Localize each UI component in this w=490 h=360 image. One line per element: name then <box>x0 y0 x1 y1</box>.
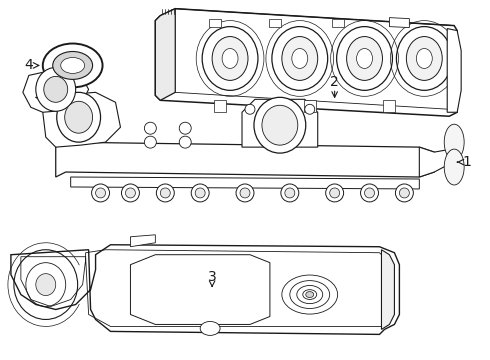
Ellipse shape <box>212 37 248 80</box>
Ellipse shape <box>145 136 156 148</box>
Ellipse shape <box>305 104 315 114</box>
Ellipse shape <box>396 27 452 90</box>
Polygon shape <box>419 137 461 177</box>
Ellipse shape <box>399 188 409 198</box>
Text: 3: 3 <box>208 270 217 284</box>
Ellipse shape <box>43 44 102 87</box>
Polygon shape <box>155 9 175 100</box>
Ellipse shape <box>122 184 140 202</box>
Ellipse shape <box>306 292 314 298</box>
Ellipse shape <box>179 122 191 134</box>
Polygon shape <box>71 177 419 189</box>
Polygon shape <box>304 100 316 112</box>
Ellipse shape <box>395 184 414 202</box>
Ellipse shape <box>361 184 378 202</box>
Ellipse shape <box>444 124 464 160</box>
Ellipse shape <box>202 27 258 90</box>
Ellipse shape <box>254 97 306 153</box>
Polygon shape <box>384 100 395 112</box>
Polygon shape <box>130 255 270 324</box>
Polygon shape <box>332 19 343 27</box>
Ellipse shape <box>282 37 318 80</box>
Ellipse shape <box>330 188 340 198</box>
Ellipse shape <box>222 49 238 68</box>
Ellipse shape <box>145 122 156 134</box>
Ellipse shape <box>357 49 372 68</box>
Ellipse shape <box>236 184 254 202</box>
Polygon shape <box>447 28 461 112</box>
Polygon shape <box>242 99 318 147</box>
Polygon shape <box>43 92 121 147</box>
Ellipse shape <box>346 37 383 80</box>
Ellipse shape <box>444 149 464 185</box>
Ellipse shape <box>200 321 220 336</box>
Polygon shape <box>23 69 89 112</box>
Ellipse shape <box>240 188 250 198</box>
Ellipse shape <box>160 188 171 198</box>
Text: 2: 2 <box>330 75 339 89</box>
Polygon shape <box>209 19 221 27</box>
Ellipse shape <box>195 188 205 198</box>
Polygon shape <box>390 18 409 28</box>
Ellipse shape <box>125 188 135 198</box>
Ellipse shape <box>179 136 191 148</box>
Polygon shape <box>382 250 394 329</box>
Ellipse shape <box>326 184 343 202</box>
Ellipse shape <box>337 27 392 90</box>
Ellipse shape <box>96 188 105 198</box>
Polygon shape <box>56 142 434 177</box>
Ellipse shape <box>156 184 174 202</box>
Ellipse shape <box>57 92 100 142</box>
Ellipse shape <box>65 101 93 133</box>
Ellipse shape <box>245 104 255 114</box>
Ellipse shape <box>272 27 328 90</box>
Ellipse shape <box>61 58 85 73</box>
Polygon shape <box>214 100 226 112</box>
Polygon shape <box>11 245 399 334</box>
Ellipse shape <box>285 188 295 198</box>
Ellipse shape <box>262 105 298 145</box>
Polygon shape <box>130 235 155 247</box>
Text: 1: 1 <box>462 155 471 169</box>
Ellipse shape <box>53 51 93 80</box>
Ellipse shape <box>92 184 110 202</box>
Ellipse shape <box>191 184 209 202</box>
Ellipse shape <box>36 67 75 111</box>
Ellipse shape <box>406 37 442 80</box>
Ellipse shape <box>44 76 68 102</box>
Ellipse shape <box>292 49 308 68</box>
Ellipse shape <box>281 184 299 202</box>
Ellipse shape <box>416 49 432 68</box>
Polygon shape <box>269 19 281 27</box>
Ellipse shape <box>365 188 374 198</box>
Polygon shape <box>155 9 457 116</box>
Text: 4: 4 <box>24 58 33 72</box>
Ellipse shape <box>36 274 56 296</box>
